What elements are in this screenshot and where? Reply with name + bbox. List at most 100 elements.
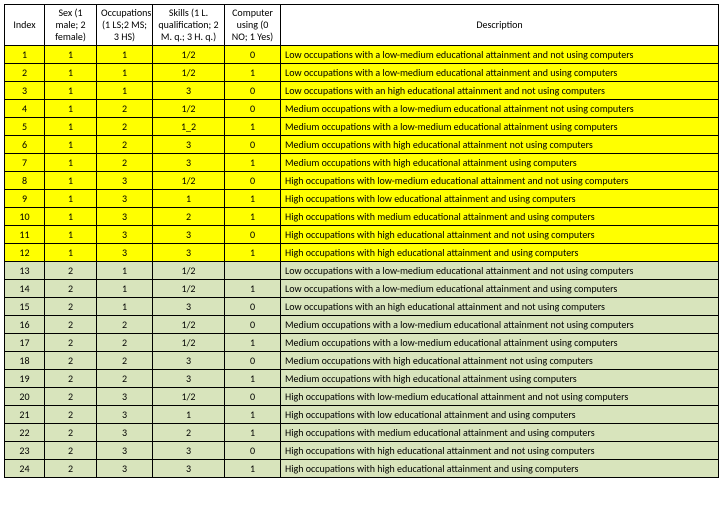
- cell-computer: 0: [225, 442, 281, 460]
- cell-sex: 2: [45, 280, 97, 298]
- cell-description: Low occupations with a low-medium educat…: [281, 262, 719, 280]
- header-occupations: Occupations (1 LS;2 MS; 3 HS): [97, 5, 153, 46]
- cell-description: Medium occupations with a low-medium edu…: [281, 100, 719, 118]
- cell-index: 11: [5, 226, 45, 244]
- cell-occupations: 2: [97, 334, 153, 352]
- cell-skills: 1/2: [153, 64, 225, 82]
- cell-description: High occupations with low-medium educati…: [281, 388, 719, 406]
- cell-description: Low occupations with a low-medium educat…: [281, 64, 719, 82]
- cell-occupations: 1: [97, 262, 153, 280]
- table-row: 2111/21Low occupations with a low-medium…: [5, 64, 719, 82]
- table-body: 1111/20Low occupations with a low-medium…: [5, 46, 719, 478]
- cell-index: 17: [5, 334, 45, 352]
- cell-computer: 1: [225, 334, 281, 352]
- cell-description: High occupations with medium educational…: [281, 424, 719, 442]
- cell-index: 9: [5, 190, 45, 208]
- cell-occupations: 2: [97, 136, 153, 154]
- cell-computer: 0: [225, 100, 281, 118]
- table-row: 152130Low occupations with an high educa…: [5, 298, 719, 316]
- cell-skills: 3: [153, 136, 225, 154]
- cell-index: 19: [5, 370, 45, 388]
- cell-description: Low occupations with an high educational…: [281, 298, 719, 316]
- cell-sex: 1: [45, 100, 97, 118]
- cell-skills: 3: [153, 370, 225, 388]
- cell-skills: 1/2: [153, 280, 225, 298]
- cell-skills: 1_2: [153, 118, 225, 136]
- cell-occupations: 1: [97, 280, 153, 298]
- cell-sex: 2: [45, 406, 97, 424]
- cell-occupations: 3: [97, 226, 153, 244]
- header-computer: Computer using (0 NO; 1 Yes): [225, 5, 281, 46]
- table-row: 182230Medium occupations with high educa…: [5, 352, 719, 370]
- table-row: 111330High occupations with high educati…: [5, 226, 719, 244]
- cell-skills: 1/2: [153, 388, 225, 406]
- table-row: 61230Medium occupations with high educat…: [5, 136, 719, 154]
- cell-description: High occupations with medium educational…: [281, 208, 719, 226]
- cell-index: 2: [5, 64, 45, 82]
- cell-skills: 1: [153, 406, 225, 424]
- cell-sex: 2: [45, 370, 97, 388]
- table-row: 16221/20Medium occupations with a low-me…: [5, 316, 719, 334]
- cell-skills: 3: [153, 298, 225, 316]
- header-skills: Skills (1 L. qualification; 2 M. q.; 3 H…: [153, 5, 225, 46]
- cell-index: 15: [5, 298, 45, 316]
- cell-skills: 2: [153, 208, 225, 226]
- cell-index: 7: [5, 154, 45, 172]
- cell-description: Medium occupations with a low-medium edu…: [281, 334, 719, 352]
- cell-sex: 2: [45, 442, 97, 460]
- cell-index: 16: [5, 316, 45, 334]
- cell-skills: 3: [153, 154, 225, 172]
- cell-index: 10: [5, 208, 45, 226]
- cell-computer: 1: [225, 370, 281, 388]
- cell-computer: 1: [225, 190, 281, 208]
- table-row: 31130Low occupations with an high educat…: [5, 82, 719, 100]
- cell-computer: 1: [225, 118, 281, 136]
- cell-computer: 1: [225, 154, 281, 172]
- cell-description: High occupations with low educational at…: [281, 190, 719, 208]
- header-sex: Sex (1 male; 2 female): [45, 5, 97, 46]
- cell-description: Low occupations with a low-medium educat…: [281, 280, 719, 298]
- cell-skills: 3: [153, 352, 225, 370]
- cell-index: 8: [5, 172, 45, 190]
- cell-index: 24: [5, 460, 45, 478]
- cell-occupations: 3: [97, 172, 153, 190]
- cell-sex: 1: [45, 172, 97, 190]
- cell-index: 1: [5, 46, 45, 64]
- cell-occupations: 1: [97, 46, 153, 64]
- cell-skills: 1/2: [153, 100, 225, 118]
- cell-occupations: 1: [97, 82, 153, 100]
- cell-sex: 1: [45, 46, 97, 64]
- cell-computer: 1: [225, 406, 281, 424]
- cell-computer: 0: [225, 298, 281, 316]
- cell-occupations: 2: [97, 118, 153, 136]
- cell-skills: 3: [153, 82, 225, 100]
- cell-sex: 2: [45, 316, 97, 334]
- cell-skills: 3: [153, 460, 225, 478]
- cell-index: 6: [5, 136, 45, 154]
- cell-sex: 2: [45, 262, 97, 280]
- cell-occupations: 3: [97, 406, 153, 424]
- cell-description: Medium occupations with high educational…: [281, 136, 719, 154]
- cell-description: Medium occupations with high educational…: [281, 370, 719, 388]
- cell-sex: 1: [45, 136, 97, 154]
- cell-occupations: 2: [97, 352, 153, 370]
- data-table: Index Sex (1 male; 2 female) Occupations…: [4, 4, 719, 478]
- cell-index: 14: [5, 280, 45, 298]
- cell-computer: 1: [225, 244, 281, 262]
- cell-occupations: 3: [97, 424, 153, 442]
- table-row: 192231Medium occupations with high educa…: [5, 370, 719, 388]
- cell-index: 5: [5, 118, 45, 136]
- cell-skills: 3: [153, 226, 225, 244]
- table-row: 5121_21Medium occupations with a low-med…: [5, 118, 719, 136]
- table-row: 232330High occupations with high educati…: [5, 442, 719, 460]
- cell-description: High occupations with high educational a…: [281, 442, 719, 460]
- cell-computer: 0: [225, 136, 281, 154]
- table-row: 212311High occupations with low educatio…: [5, 406, 719, 424]
- cell-index: 23: [5, 442, 45, 460]
- cell-index: 4: [5, 100, 45, 118]
- cell-occupations: 2: [97, 154, 153, 172]
- cell-computer: 1: [225, 208, 281, 226]
- table-row: 71231Medium occupations with high educat…: [5, 154, 719, 172]
- cell-skills: 1/2: [153, 172, 225, 190]
- cell-sex: 2: [45, 388, 97, 406]
